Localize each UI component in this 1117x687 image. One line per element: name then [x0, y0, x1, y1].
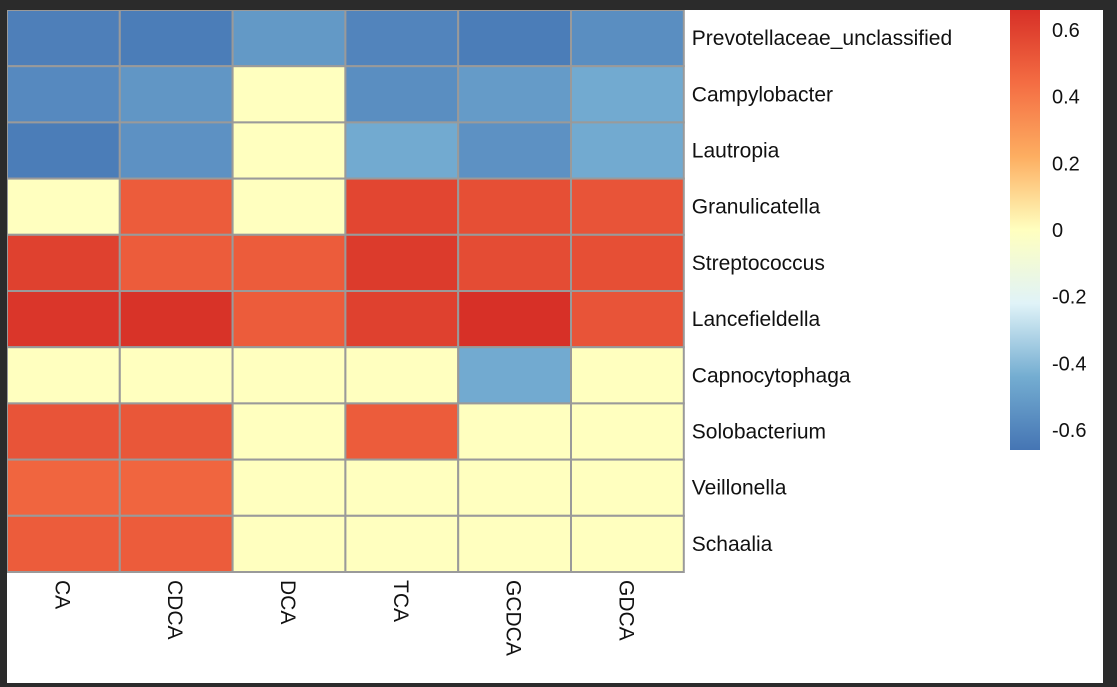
heatmap-cell [118, 290, 234, 349]
heatmap-cell [118, 121, 234, 180]
heatmap-cell [570, 233, 685, 293]
heatmap-cell [457, 10, 573, 68]
heatmap-cell [570, 514, 685, 573]
heatmap-cell [457, 402, 573, 461]
heatmap-cell [344, 402, 460, 461]
heatmap-cell [118, 346, 234, 405]
heatmap-cell [7, 290, 121, 349]
chart-frame: Prevotellaceae_unclassified Campylobacter… [7, 10, 1103, 683]
legend-tick-label: 0.2 [1052, 153, 1080, 175]
heatmap-cell [344, 458, 460, 517]
heatmap-cell [7, 233, 121, 293]
heatmap-cell [118, 233, 234, 293]
heatmap-cell [7, 177, 121, 236]
heatmap-cell [231, 121, 347, 180]
heatmap-cell [7, 402, 121, 461]
column-label: TCA [389, 580, 412, 622]
heatmap-cell [344, 177, 460, 236]
legend-tick-label: 0.6 [1052, 20, 1080, 42]
column-label: DCA [276, 580, 299, 624]
heatmap-cell [231, 458, 347, 517]
row-label: Lautropia [692, 140, 780, 163]
heatmap-cell [231, 346, 347, 405]
row-label: Schaalia [692, 533, 773, 556]
heatmap-cell [344, 10, 460, 68]
color-legend: 0.6 0.4 0.2 0 -0.2 -0.4 -0.6 [1010, 10, 1086, 450]
row-label: Prevotellaceae_unclassified [692, 27, 952, 50]
heatmap-cell [457, 233, 573, 293]
row-label: Lancefieldella [692, 308, 821, 331]
heatmap-cell [457, 121, 573, 180]
heatmap-cell [118, 177, 234, 236]
column-label: CDCA [163, 580, 186, 640]
heatmap-cell [344, 233, 460, 293]
legend-tick-label: -0.2 [1052, 287, 1086, 309]
heatmap-cell [7, 458, 121, 517]
heatmap-cell [231, 290, 347, 349]
heatmap-cell [231, 514, 347, 573]
heatmap-cell [231, 10, 347, 68]
heatmap-cell [457, 290, 573, 349]
heatmap-cell [118, 458, 234, 517]
heatmap-cell [457, 514, 573, 573]
legend-tick-label: 0.4 [1052, 87, 1080, 109]
heatmap-cell [344, 290, 460, 349]
column-label: GCDCA [502, 580, 525, 656]
heatmap-cell [344, 65, 460, 124]
heatmap-cell [570, 290, 685, 349]
row-label: Streptococcus [692, 252, 825, 275]
heatmap-cell [570, 402, 685, 461]
heatmap-cell [344, 121, 460, 180]
heatmap-cell [7, 514, 121, 573]
heatmap-cell [570, 177, 685, 236]
row-label: Granulicatella [692, 196, 821, 219]
heatmap-cell [231, 402, 347, 461]
legend-tick-label: 0 [1052, 220, 1063, 242]
heatmap-cell [118, 402, 234, 461]
heatmap-cell [118, 65, 234, 124]
heatmap-cell [570, 65, 685, 124]
heatmap-chart: Prevotellaceae_unclassified Campylobacter… [7, 10, 1086, 656]
heatmap-cell [7, 10, 121, 68]
heatmap-cell [570, 121, 685, 180]
heatmap-cell [118, 10, 234, 68]
heatmap-cell [7, 121, 121, 180]
heatmap-cell [231, 177, 347, 236]
heatmap-cell [457, 65, 573, 124]
legend-tick-label: -0.6 [1052, 420, 1086, 442]
heatmap-cell [7, 346, 121, 405]
heatmap-cell [344, 514, 460, 573]
heatmap-cell [231, 233, 347, 293]
heatmap-cell [570, 458, 685, 517]
column-labels: CA CDCA DCA TCA GCDCA GDCA [50, 580, 637, 656]
row-label: Veillonella [692, 477, 787, 500]
row-label: Campylobacter [692, 83, 833, 106]
legend-color-bar [1010, 10, 1040, 450]
heatmap-cells [7, 10, 685, 573]
legend-tick-label: -0.4 [1052, 353, 1086, 375]
heatmap-cell [231, 65, 347, 124]
heatmap-cell [570, 346, 685, 405]
heatmap-cell [457, 346, 573, 405]
heatmap-cell [7, 65, 121, 124]
row-label: Solobacterium [692, 421, 826, 444]
row-labels: Prevotellaceae_unclassified Campylobacter… [692, 27, 952, 556]
heatmap-cell [457, 458, 573, 517]
heatmap-cell [570, 10, 685, 68]
heatmap-cell [118, 514, 234, 573]
column-label: CA [50, 580, 73, 609]
column-label: GDCA [614, 580, 637, 641]
heatmap-cell [344, 346, 460, 405]
row-label: Capnocytophaga [692, 364, 851, 387]
heatmap-cell [457, 177, 573, 236]
